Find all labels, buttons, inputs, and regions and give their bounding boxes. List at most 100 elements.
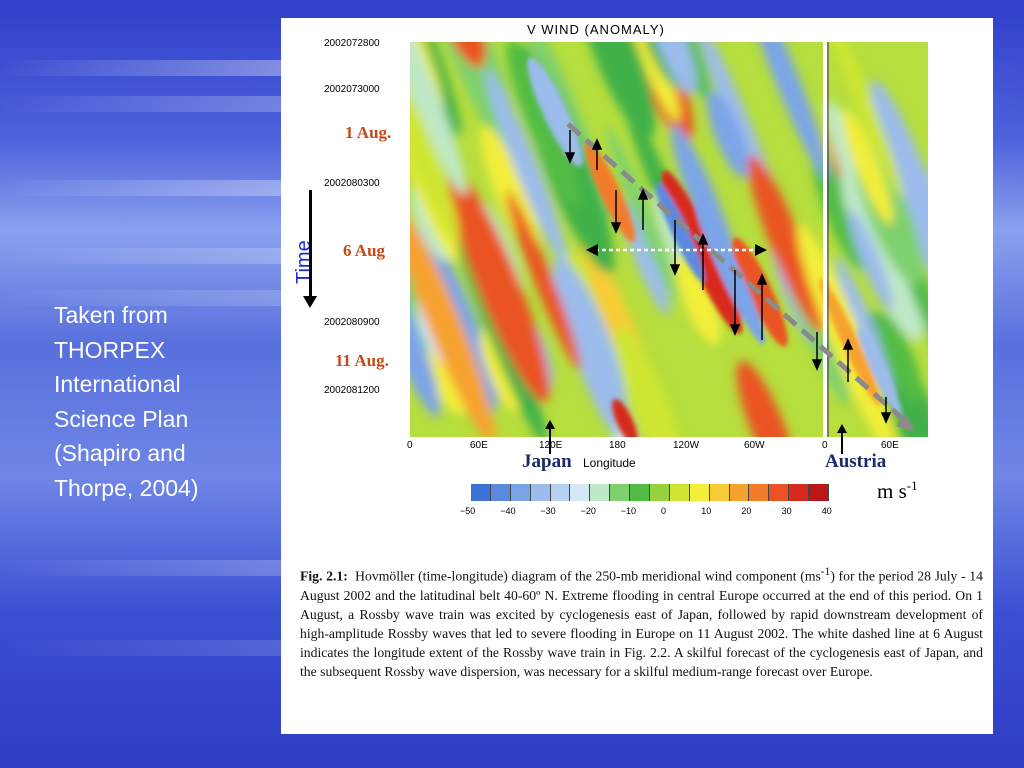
- field-band: [577, 42, 656, 138]
- x-tick-label: 180: [609, 440, 626, 451]
- field-band: [675, 254, 722, 345]
- austria-pointer-arrow: [837, 424, 847, 454]
- colorbar-swatch: [689, 484, 710, 501]
- figure-caption: Fig. 2.1: Hovmöller (time-longitude) dia…: [300, 563, 983, 681]
- x-tick-label: 60E: [470, 440, 488, 451]
- wind-arrow-head: [637, 188, 649, 200]
- colorbar-tick-label: 30: [781, 506, 792, 516]
- colorbar-tick-label: −50: [460, 506, 476, 516]
- field-band: [841, 109, 893, 225]
- colorbar-swatch: [471, 484, 491, 501]
- colorbar-tick-label: 0: [661, 506, 667, 516]
- colorbar-swatch: [530, 484, 551, 501]
- field-band: [410, 42, 467, 196]
- colorbar-tick-label: −30: [540, 506, 556, 516]
- colorbar-swatch: [769, 484, 790, 501]
- colorbar-tick-label: 10: [701, 506, 712, 516]
- colorbar-units: m s-1: [877, 478, 918, 504]
- colorbar-tick-label: −10: [620, 506, 637, 516]
- field-band: [612, 399, 638, 437]
- field-band: [747, 155, 825, 332]
- colorbar-tick-label: −20: [580, 506, 596, 516]
- x-tick-label: 0: [407, 440, 413, 451]
- rossby-wave-track: [566, 122, 914, 429]
- y-tick-label: 2002081200: [324, 385, 380, 396]
- wind-arrow-head: [564, 152, 576, 164]
- hovmoller-plot: [410, 42, 928, 437]
- field-band: [506, 190, 581, 371]
- wind-arrow-head: [811, 359, 823, 371]
- field-band: [479, 330, 518, 412]
- time-axis-label: Time: [293, 240, 315, 284]
- field-band: [694, 199, 766, 345]
- japan-pointer-arrow: [545, 420, 555, 454]
- field-band: [848, 209, 893, 312]
- field-band: [552, 257, 626, 417]
- colorbar-swatch: [809, 484, 830, 501]
- region-label-japan: Japan: [522, 451, 572, 472]
- colorbar-tick-label: 40: [821, 506, 832, 516]
- colorbar-tick-label: −40: [500, 506, 516, 516]
- citation-line: Taken from: [54, 302, 168, 328]
- colorbar-swatch: [630, 484, 651, 501]
- wind-arrow-head: [729, 324, 741, 336]
- field-band: [840, 160, 924, 342]
- field-band: [857, 326, 903, 418]
- field-band: [505, 42, 580, 209]
- colorbar-swatch: [650, 484, 670, 501]
- colorbar-swatch: [490, 484, 511, 501]
- x-tick-label: 60E: [881, 440, 899, 451]
- x-tick-label: 120W: [673, 440, 700, 451]
- wind-arrow-head: [756, 273, 768, 285]
- caption-label: Fig. 2.1:: [300, 568, 348, 584]
- colorbar-swatch: [570, 484, 591, 501]
- field-band: [743, 42, 829, 179]
- colorbar-swatch: [550, 484, 571, 501]
- region-label-austria: Austria: [825, 451, 887, 472]
- field-band: [885, 127, 928, 301]
- colorbar-tick-label: 20: [741, 506, 752, 516]
- citation-line: Thorpe, 2004): [54, 474, 199, 501]
- caption-text: Hovmöller (time-longitude) diagram of th…: [355, 568, 821, 584]
- units-exponent: -1: [906, 478, 918, 493]
- y-tick-label: 2002072800: [324, 38, 380, 49]
- wind-arrow-head: [610, 222, 622, 234]
- y-tick-label: 2002080900: [324, 317, 380, 328]
- units-base: m s: [877, 479, 907, 503]
- date-annotation: 1 Aug.: [345, 123, 392, 142]
- date-annotation: 6 Aug: [343, 241, 386, 260]
- field-band: [651, 42, 710, 100]
- colorbar-swatch: [789, 484, 810, 501]
- date-annotation: 11 Aug.: [335, 351, 389, 370]
- colorbar-swatch: [610, 484, 631, 501]
- x-tick-label: 60W: [744, 440, 765, 451]
- colorbar-swatch: [590, 484, 611, 501]
- y-tick-label: 2002073000: [324, 84, 380, 95]
- citation-line: (Shapiro and: [54, 440, 186, 466]
- caption-superscript: -1: [820, 566, 831, 578]
- field-band: [661, 170, 743, 334]
- field-band: [815, 42, 904, 200]
- field-band: [648, 42, 697, 95]
- field-band: [706, 90, 750, 179]
- field-band: [410, 208, 495, 437]
- wind-arrows: [564, 130, 892, 424]
- field-band: [563, 304, 620, 437]
- dashed-line-left-arrow: [586, 244, 598, 256]
- field-band: [736, 360, 798, 437]
- x-axis-label: Longitude: [583, 456, 636, 470]
- wind-arrow-head: [842, 338, 854, 350]
- field-band: [448, 169, 550, 403]
- field-band: [819, 278, 881, 406]
- dashed-line-right-arrow: [755, 244, 767, 256]
- colorbar: [471, 484, 830, 501]
- citation-line: THORPEX: [54, 336, 166, 363]
- figure-title: V WIND (ANOMALY): [527, 22, 665, 37]
- x-tick-label: 0: [822, 440, 828, 451]
- caption-text-continued: ) for the period 28 July - 14 August 200…: [300, 568, 983, 679]
- hovmoller-field: [410, 42, 928, 437]
- field-band: [877, 314, 922, 404]
- field-band: [438, 42, 486, 68]
- field-band: [614, 327, 684, 437]
- citation-line: International: [54, 371, 181, 397]
